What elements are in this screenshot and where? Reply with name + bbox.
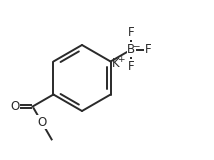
Text: F: F (128, 60, 135, 73)
Text: O: O (37, 116, 46, 129)
Text: F: F (128, 26, 135, 39)
Text: F: F (145, 43, 152, 56)
Text: K: K (111, 57, 119, 70)
Text: B: B (127, 43, 135, 56)
Text: −: − (132, 41, 140, 51)
Text: O: O (10, 100, 19, 113)
Text: +: + (117, 56, 124, 64)
